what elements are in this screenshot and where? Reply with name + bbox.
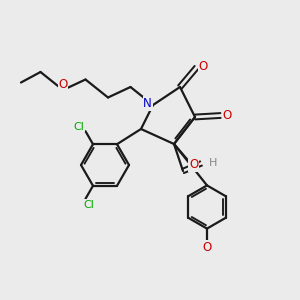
Text: N: N [143, 97, 152, 110]
Text: O: O [199, 59, 208, 73]
Text: O: O [223, 109, 232, 122]
Text: O: O [189, 158, 198, 172]
Text: O: O [58, 78, 68, 91]
Text: H: H [209, 158, 217, 169]
Text: O: O [202, 241, 211, 254]
Text: Cl: Cl [83, 200, 94, 210]
Text: Cl: Cl [74, 122, 84, 132]
